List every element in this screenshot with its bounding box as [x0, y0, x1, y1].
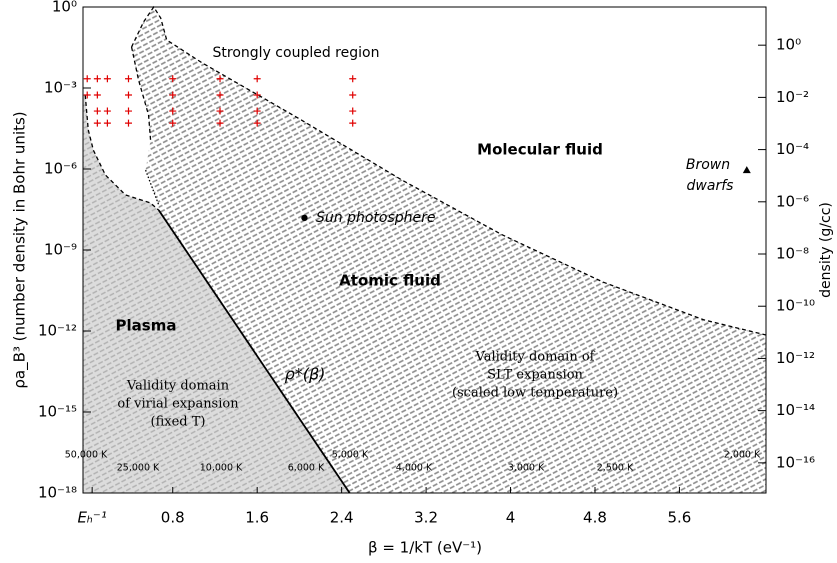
- temperature-label: 6,000 K: [288, 463, 325, 474]
- x-tick-label: 0.8: [161, 509, 185, 527]
- y2-tick-label: 10⁻¹²: [776, 349, 815, 367]
- point-label: Sun photosphere: [316, 210, 436, 226]
- plus-marker: [93, 107, 101, 115]
- plus-marker: [349, 91, 357, 99]
- region-label: Plasma: [116, 317, 177, 335]
- point-label: Brown: [686, 157, 730, 173]
- plus-marker: [93, 119, 101, 127]
- plus-marker: [169, 75, 177, 83]
- x-axis-label: β = 1/kT (eV⁻¹): [368, 539, 482, 557]
- plus-marker: [93, 75, 101, 83]
- y2-tick-label: 10⁰: [776, 36, 801, 54]
- triangle-marker: [742, 166, 751, 174]
- plus-marker: [169, 119, 177, 127]
- point-label: dwarfs: [687, 178, 734, 194]
- y-tick-label: 10⁻³: [44, 79, 77, 97]
- y-tick-label: 10⁻¹²: [38, 322, 77, 340]
- note: of virial expansion: [117, 397, 239, 412]
- plus-marker: [169, 107, 177, 115]
- y-tick-label: 10⁰: [52, 0, 77, 16]
- plus-marker: [124, 107, 132, 115]
- boundary-line: [130, 46, 152, 140]
- lines: [83, 5, 767, 494]
- plus-marker: [83, 75, 91, 83]
- plus-marker: [216, 119, 224, 127]
- y2-tick-label: 10⁻⁴: [776, 140, 809, 158]
- boundary-line: [130, 5, 767, 336]
- boundary-line: [157, 209, 351, 494]
- y-axis-label: ρa_B³ (number density in Bohr units): [11, 111, 30, 388]
- y2-tick-label: 10⁻²: [776, 88, 809, 106]
- y2-tick-label: 10⁻⁶: [776, 192, 809, 210]
- plus-marker: [124, 75, 132, 83]
- y2-axis-label: density (g/cc): [818, 202, 834, 298]
- note: Validity domain of: [475, 350, 596, 365]
- y2-tick-label: 10⁻⁸: [776, 245, 809, 263]
- note: (scaled low temperature): [452, 386, 618, 401]
- plus-marker: [103, 75, 111, 83]
- plus-marker: [169, 91, 177, 99]
- plus-marker: [253, 107, 261, 115]
- plus-marker: [349, 107, 357, 115]
- plus-marker: [216, 91, 224, 99]
- plus-marker: [124, 119, 132, 127]
- note: Validity domain: [126, 379, 230, 394]
- region-label: Strongly coupled region: [213, 45, 380, 61]
- x-tick-label: 3.2: [414, 509, 438, 527]
- region-label: Atomic fluid: [339, 272, 441, 290]
- y-tick-label: 10⁻⁹: [44, 241, 77, 259]
- plus-marker: [253, 75, 261, 83]
- temperature-label: 25,000 K: [117, 463, 160, 474]
- plus-marker: [83, 91, 91, 99]
- plasma-region: [83, 95, 350, 494]
- regions: [83, 7, 766, 494]
- plus-marker: [349, 119, 357, 127]
- y-tick-label: 10⁻⁶: [44, 160, 77, 178]
- plus-marker: [124, 91, 132, 99]
- temperature-label: 50,000 K: [65, 450, 108, 461]
- y-tick-label: 10⁻¹⁵: [38, 403, 77, 421]
- x-tick-label: 2.4: [330, 509, 354, 527]
- y2-tick-label: 10⁻¹⁰: [776, 297, 815, 315]
- temperature-label: 4,000 K: [396, 463, 433, 474]
- plus-marker: [349, 75, 357, 83]
- x-tick-label: 4: [506, 509, 516, 527]
- y-tick-label: 10⁻¹⁸: [38, 484, 77, 502]
- temperature-label: 2,500 K: [597, 463, 634, 474]
- x-tick-label: 4.8: [583, 509, 607, 527]
- plus-marker: [253, 119, 261, 127]
- plus-marker: [103, 107, 111, 115]
- plus-marker: [216, 75, 224, 83]
- y2-tick-label: 10⁻¹⁴: [776, 401, 815, 419]
- fluid-region: [131, 7, 766, 493]
- x-tick-label: 5.6: [668, 509, 692, 527]
- boundary-line: [144, 169, 160, 206]
- temperature-label: 2,000 K: [724, 450, 761, 461]
- plus-marker: [93, 91, 101, 99]
- curve-label: ρ*(β): [285, 365, 326, 384]
- note: SLT expansion: [487, 368, 583, 383]
- plus-marker: [103, 119, 111, 127]
- plus-marker: [253, 91, 261, 99]
- x-tick-label: Eₕ⁻¹: [77, 509, 106, 527]
- temperature-label: 5,000 K: [332, 450, 369, 461]
- region-label: Molecular fluid: [477, 141, 603, 159]
- y2-tick-label: 10⁻¹⁶: [776, 453, 815, 471]
- note: (fixed T): [151, 415, 206, 430]
- x-tick-label: 1.6: [245, 509, 269, 527]
- annotations: Strongly coupled region Molecular fluid …: [11, 45, 835, 557]
- temperature-label: 10,000 K: [200, 463, 243, 474]
- point: [301, 214, 308, 222]
- plus-marker: [216, 107, 224, 115]
- boundary-line: [84, 94, 160, 211]
- temperature-label: 3,000 K: [508, 463, 545, 474]
